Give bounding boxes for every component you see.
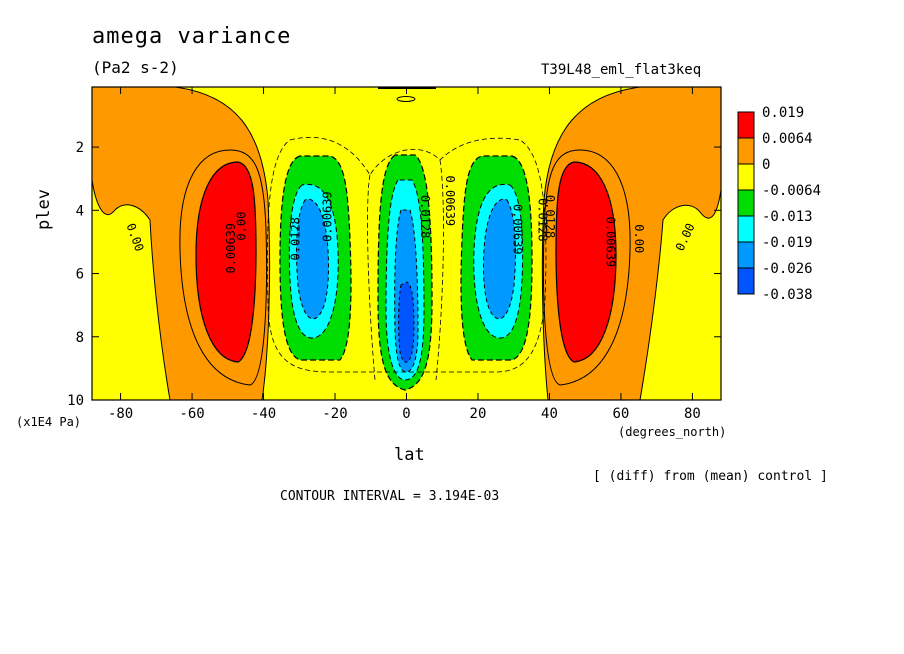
y-tick-label: 8: [76, 330, 84, 346]
contour-label: 0.0128: [418, 195, 432, 238]
deep-blue-region-center: [398, 281, 415, 363]
colorbar-label: -0.019: [762, 235, 813, 251]
y-tick-label: 2: [76, 140, 84, 156]
colorbar-swatch: [737, 163, 755, 191]
contour-label: 0.00: [632, 224, 646, 253]
colorbar-swatch: [737, 215, 755, 243]
diff-note: [ (diff) from (mean) control ]: [593, 469, 828, 484]
run-name: T39L48_eml_flat3keq: [541, 62, 702, 78]
contour-interval: CONTOUR INTERVAL = 3.194E-03: [280, 489, 500, 504]
y-axis-units: (x1E4 Pa): [16, 415, 82, 429]
x-tick-label: -80: [108, 406, 133, 422]
colorbar-label: -0.0064: [762, 183, 821, 199]
colorbar-swatch: [737, 241, 755, 269]
x-tick-label: -60: [179, 406, 204, 422]
colorbar-swatch: [737, 111, 755, 139]
contour-label: 0.00639: [443, 176, 457, 227]
x-tick-label: 0: [402, 406, 410, 422]
plot-fields: [92, 87, 721, 400]
contour-label: 0.0128: [288, 217, 302, 260]
x-tick-label: 80: [684, 406, 701, 422]
chart-units: (Pa2 s-2): [92, 58, 179, 77]
colorbar-swatch: [737, 267, 755, 295]
colorbar-swatch: [737, 189, 755, 217]
contour-label: 0.00639: [224, 223, 238, 274]
colorbar-label: -0.038: [762, 287, 813, 303]
x-tick-label: -20: [322, 406, 347, 422]
x-axis-ticks: -80 -60 -40 -20 0 20 40 60 80: [108, 87, 701, 422]
blue-region-right: [483, 198, 517, 320]
colorbar-label: 0.0064: [762, 131, 813, 147]
contour-label: 0.0128: [543, 195, 557, 238]
x-axis-label: lat: [394, 445, 425, 465]
colorbar-label: 0: [762, 157, 770, 173]
contour-label: 0.00639: [604, 217, 618, 268]
red-region-right: [555, 161, 617, 363]
contour-label: 0.00: [235, 212, 249, 241]
contour-label: 0.0128: [536, 198, 550, 241]
y-axis-ticks: 2 4 6 8 10: [67, 140, 721, 409]
x-tick-label: 60: [613, 406, 630, 422]
x-axis-units: (degrees_north): [618, 425, 727, 439]
y-tick-label: 6: [76, 267, 84, 283]
blue-region-left: [295, 198, 329, 320]
x-tick-label: 20: [470, 406, 487, 422]
contour-label: 0.00639: [320, 191, 334, 242]
colorbar: 0.019 0.0064 0 -0.0064 -0.013 -0.019 -0.026 -0.…: [737, 105, 821, 303]
x-tick-label: 40: [541, 406, 558, 422]
x-tick-label: -40: [251, 406, 276, 422]
y-tick-label: 10: [67, 393, 84, 409]
colorbar-label: -0.013: [762, 209, 813, 225]
y-tick-label: 4: [76, 203, 84, 219]
colorbar-label: 0.019: [762, 105, 804, 121]
chart-title: amega variance: [92, 24, 292, 49]
contour-label: 0.00639: [511, 204, 525, 255]
colorbar-label: -0.026: [762, 261, 813, 277]
colorbar-swatch: [737, 137, 755, 165]
red-region-left: [195, 161, 257, 363]
